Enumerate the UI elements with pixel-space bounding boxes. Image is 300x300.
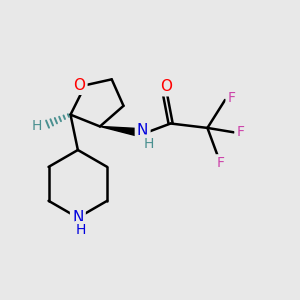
Text: N: N (137, 123, 148, 138)
Text: F: F (236, 125, 244, 139)
Polygon shape (100, 126, 139, 136)
Text: N: N (72, 210, 83, 225)
Text: O: O (160, 79, 172, 94)
Text: H: H (143, 136, 154, 151)
Text: H: H (32, 119, 42, 134)
Text: H: H (76, 223, 86, 237)
Text: O: O (73, 78, 85, 93)
Text: F: F (217, 156, 225, 170)
Text: F: F (228, 92, 236, 106)
